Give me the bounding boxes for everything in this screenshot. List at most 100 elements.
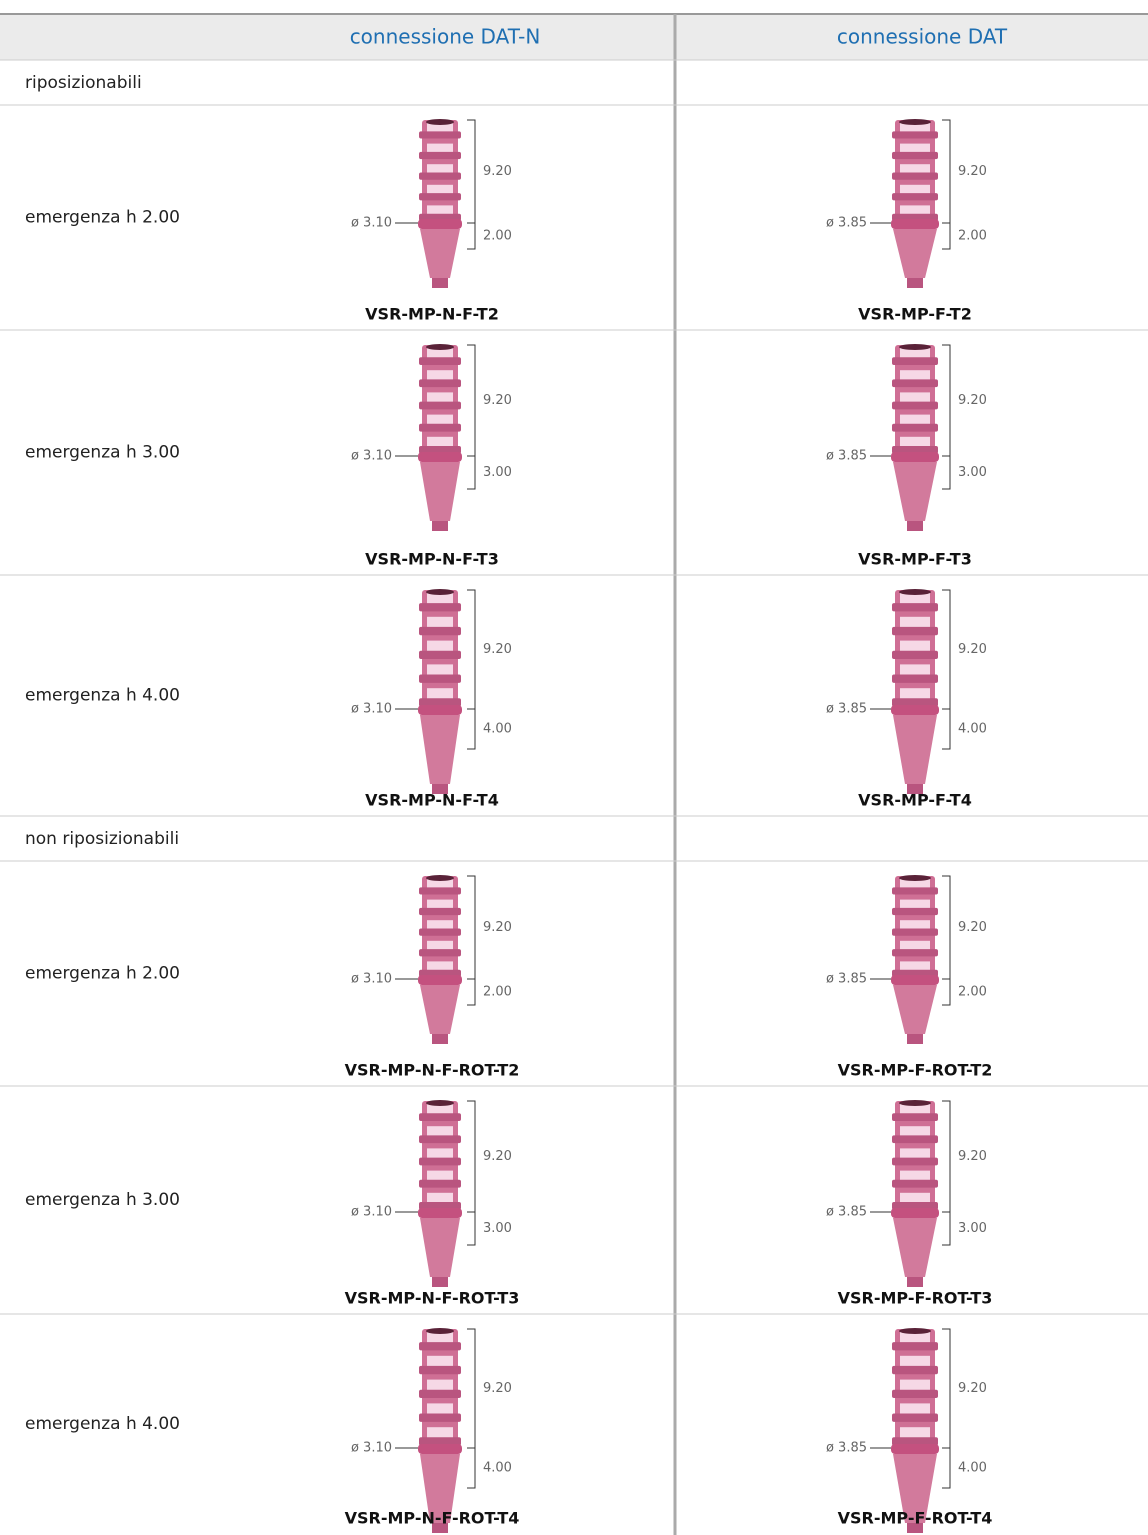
height-dimension: 9.20 (483, 920, 512, 935)
diameter-dimension: ø 3.10 (351, 216, 392, 231)
abutment-image (395, 1328, 476, 1533)
abutment-image (870, 1328, 951, 1533)
diameter-dimension: ø 3.10 (351, 1205, 392, 1220)
abutment-band (900, 370, 930, 381)
abutment-notch (892, 357, 938, 365)
dimension-bracket (467, 875, 476, 980)
abutment-band (900, 1332, 930, 1343)
abutment-notch (419, 626, 461, 636)
height-dimension: 9.20 (958, 1381, 987, 1396)
abutment-band (427, 414, 453, 425)
abutment-band (900, 1427, 930, 1438)
dimension-bracket (942, 708, 951, 750)
abutment-band (900, 616, 930, 628)
height-dimension: 9.20 (958, 642, 987, 657)
diameter-dimension: ø 3.85 (826, 972, 867, 987)
dimension-bracket (942, 455, 951, 490)
emergence-dimension: 3.00 (483, 1221, 512, 1236)
product-code: VSR-MP-N-F-ROT-T2 (345, 1061, 520, 1080)
abutment-image (870, 589, 951, 794)
dimension-bracket (942, 344, 951, 457)
abutment-notch (419, 1365, 461, 1375)
abutment-band (427, 1403, 453, 1415)
abutment-band (900, 436, 930, 447)
diameter-dimension: ø 3.10 (351, 702, 392, 717)
product-code: VSR-MP-N-F-ROT-T3 (345, 1289, 520, 1308)
abutment-image (395, 119, 476, 288)
abutment-band (900, 961, 930, 971)
abutment-band (900, 205, 930, 215)
dimension-bracket (467, 708, 476, 750)
abutment-band (427, 123, 453, 133)
emergence-dimension: 2.00 (958, 985, 987, 1000)
abutment-notch (419, 151, 461, 160)
abutment-band (427, 920, 453, 930)
abutment-band (427, 1355, 453, 1367)
dimension-bracket (942, 978, 951, 1006)
abutment-band (900, 1126, 930, 1137)
abutment-notch (419, 1135, 461, 1144)
abutment-notch (892, 674, 938, 683)
height-dimension: 9.20 (483, 393, 512, 408)
dimension-bracket (467, 1447, 476, 1489)
abutment-notch (419, 193, 461, 201)
dimension-bracket (467, 119, 476, 224)
abutment-band (427, 392, 453, 403)
abutment-top (899, 344, 931, 350)
abutment-notch (419, 1389, 461, 1399)
abutment-band (900, 879, 930, 889)
product-code: VSR-MP-N-F-T2 (365, 305, 499, 324)
abutment-notch (419, 928, 461, 936)
height-dimension: 9.20 (958, 920, 987, 935)
emergence-dimension: 3.00 (958, 465, 987, 480)
abutment-notch (419, 907, 461, 916)
abutment-band (427, 164, 453, 174)
abutment-notch (419, 1413, 461, 1422)
abutment-image (395, 589, 476, 794)
abutment-notch (892, 887, 938, 895)
abutment-notch (419, 1342, 461, 1351)
emergence-dimension: 4.00 (958, 1461, 987, 1476)
abutment-top (426, 589, 454, 595)
abutment-band (427, 879, 453, 889)
product-code: VSR-MP-F-ROT-T4 (838, 1509, 993, 1528)
abutment-tip (432, 278, 448, 288)
abutment-notch (419, 172, 461, 180)
abutment-base (420, 229, 460, 278)
height-dimension: 9.20 (958, 1149, 987, 1164)
abutment-band (900, 1355, 930, 1367)
section-title: riposizionabili (25, 73, 142, 93)
abutment-top (426, 344, 454, 350)
abutment-notch (892, 650, 938, 660)
abutment-band (427, 899, 453, 909)
diameter-dimension: ø 3.85 (826, 1441, 867, 1456)
abutment-notch (892, 1202, 938, 1210)
abutment-band (900, 1170, 930, 1181)
diameter-dimension: ø 3.85 (826, 1205, 867, 1220)
dimension-bracket (942, 222, 951, 250)
abutment-top (426, 1328, 454, 1334)
section-title: non riposizionabili (25, 829, 179, 849)
diameter-dimension: ø 3.10 (351, 972, 392, 987)
abutment-band (427, 640, 453, 652)
abutment-notch (892, 193, 938, 201)
abutment-band (900, 1403, 930, 1415)
abutment-notch (892, 379, 938, 388)
abutment-top (899, 875, 931, 881)
height-dimension: 9.20 (483, 1381, 512, 1396)
abutment-collar (418, 975, 462, 985)
abutment-notch (892, 446, 938, 454)
row-label: emergenza h 4.00 (25, 686, 180, 706)
abutment-top (426, 1100, 454, 1106)
product-code: VSR-MP-N-F-T4 (365, 791, 499, 810)
abutment-collar (891, 1208, 939, 1218)
abutment-band (900, 640, 930, 652)
abutment-notch (892, 603, 938, 612)
abutment-band (900, 899, 930, 909)
dimension-bracket (467, 589, 476, 710)
abutment-tip (432, 1523, 448, 1533)
dimension-bracket (467, 344, 476, 457)
product-code: VSR-MP-F-T4 (858, 791, 972, 810)
diameter-dimension: ø 3.85 (826, 216, 867, 231)
